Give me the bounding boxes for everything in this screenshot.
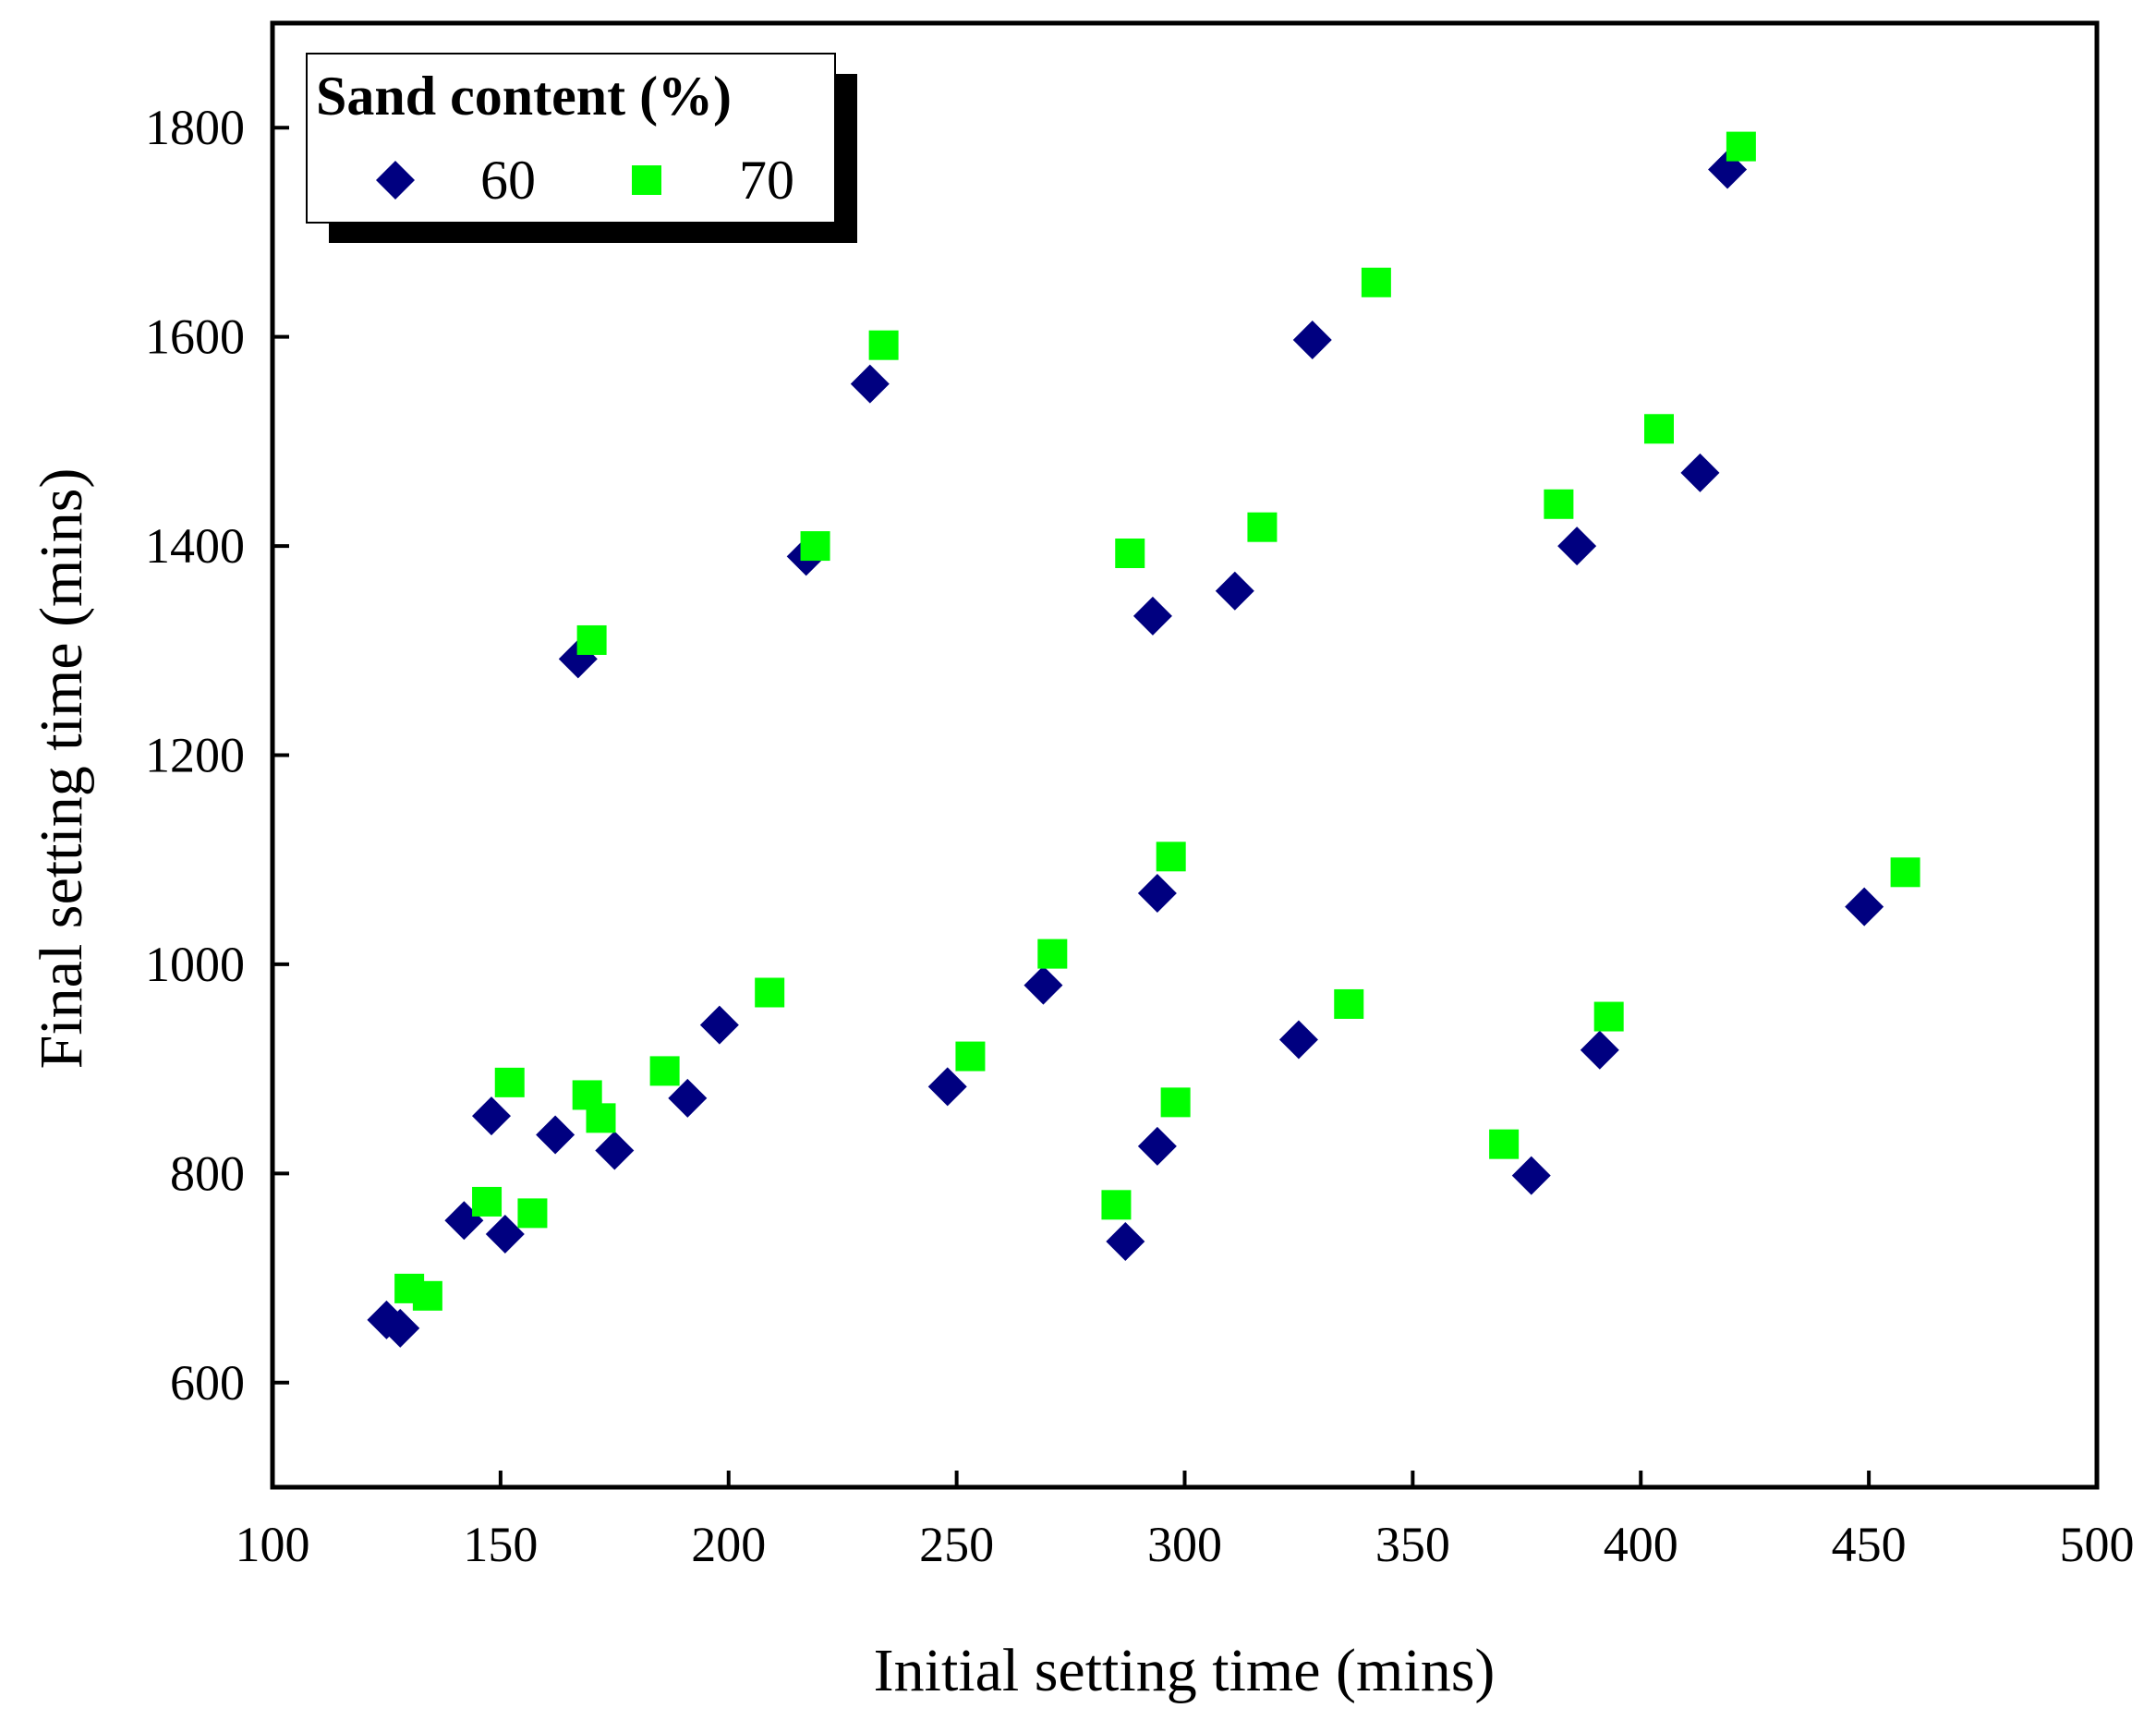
data-point-series-70	[755, 977, 785, 1008]
data-point-series-60	[595, 1131, 635, 1170]
data-point-series-70	[1037, 939, 1068, 969]
data-point-series-70	[494, 1067, 525, 1097]
data-point-series-70	[1101, 1190, 1132, 1220]
y-tick-label: 1000	[145, 937, 245, 992]
x-tick-label: 250	[919, 1517, 994, 1572]
data-point-series-60	[1511, 1156, 1551, 1195]
x-axis-title: Initial setting time (mins)	[874, 1637, 1496, 1704]
data-point-series-70	[1593, 1001, 1624, 1032]
data-point-series-70	[1361, 267, 1391, 297]
data-point-series-70	[868, 330, 899, 360]
data-point-series-60	[536, 1115, 575, 1155]
data-point-series-70	[1160, 1087, 1191, 1118]
data-point-series-60	[927, 1067, 967, 1107]
data-point-series-70	[1544, 489, 1574, 519]
data-point-series-60	[1278, 1020, 1318, 1060]
series-60	[367, 150, 1884, 1348]
x-axis: 100 150 200 250 300 350 400 450 500	[236, 1471, 2135, 1572]
y-axis-title: Final setting time (mins)	[28, 468, 95, 1070]
y-tick-label: 600	[170, 1355, 245, 1411]
x-tick-label: 300	[1147, 1517, 1222, 1572]
data-point-series-60	[485, 1215, 525, 1254]
data-point-series-70	[517, 1198, 548, 1229]
x-tick-label: 450	[1832, 1517, 1907, 1572]
data-point-series-60	[381, 1308, 420, 1348]
data-point-series-70	[1334, 988, 1364, 1019]
data-point-series-70	[649, 1056, 680, 1086]
legend-title: Sand content (%)	[316, 66, 732, 127]
data-point-series-70	[1489, 1129, 1520, 1159]
data-point-series-60	[1023, 965, 1063, 1005]
legend-label-70: 70	[739, 150, 794, 211]
data-point-series-70	[1115, 538, 1145, 568]
data-point-series-70	[955, 1041, 986, 1072]
y-tick-label: 1200	[145, 728, 245, 783]
legend-marker-60	[376, 161, 415, 200]
data-point-series-60	[1137, 1126, 1177, 1166]
y-tick-label: 1800	[145, 100, 245, 155]
legend-marker-70	[632, 165, 661, 195]
y-tick-label: 800	[170, 1145, 245, 1201]
data-point-series-60	[472, 1096, 511, 1136]
y-axis: 600 800 1000 1200 1400 1600 1800	[145, 100, 289, 1411]
data-point-series-70	[1890, 857, 1920, 888]
data-point-series-70	[412, 1280, 442, 1311]
data-point-series-70	[1156, 842, 1186, 872]
data-point-series-60	[699, 1005, 739, 1045]
data-point-series-60	[1106, 1221, 1145, 1261]
data-point-series-70	[586, 1103, 616, 1133]
y-tick-label: 1400	[145, 518, 245, 574]
data-point-series-60	[1557, 527, 1597, 566]
data-point-series-70	[472, 1186, 503, 1217]
data-point-series-60	[1845, 887, 1884, 927]
data-point-series-70	[1644, 414, 1674, 444]
y-tick-label: 1600	[145, 309, 245, 365]
x-tick-label: 200	[691, 1517, 766, 1572]
x-tick-label: 150	[463, 1517, 538, 1572]
data-point-series-60	[1133, 596, 1172, 636]
data-point-series-60	[1215, 571, 1254, 611]
data-point-series-60	[850, 364, 890, 404]
series-70	[394, 131, 1920, 1311]
data-point-series-60	[1680, 453, 1720, 492]
data-point-series-60	[668, 1078, 708, 1118]
data-point-series-70	[1247, 512, 1278, 542]
x-tick-label: 350	[1375, 1517, 1450, 1572]
legend-items: 60 70	[376, 150, 794, 211]
data-point-series-60	[1137, 873, 1177, 913]
legend: Sand content (%) 60 70	[306, 53, 857, 243]
legend-label-60: 60	[480, 150, 536, 211]
data-point-series-60	[1580, 1030, 1619, 1070]
data-point-series-70	[576, 624, 607, 655]
x-tick-label: 500	[2060, 1517, 2135, 1572]
data-point-series-60	[1292, 321, 1332, 360]
data-point-series-70	[1726, 131, 1756, 162]
x-tick-label: 100	[236, 1517, 310, 1572]
data-point-series-70	[800, 531, 830, 562]
x-tick-label: 400	[1604, 1517, 1678, 1572]
data-points	[367, 131, 1920, 1348]
